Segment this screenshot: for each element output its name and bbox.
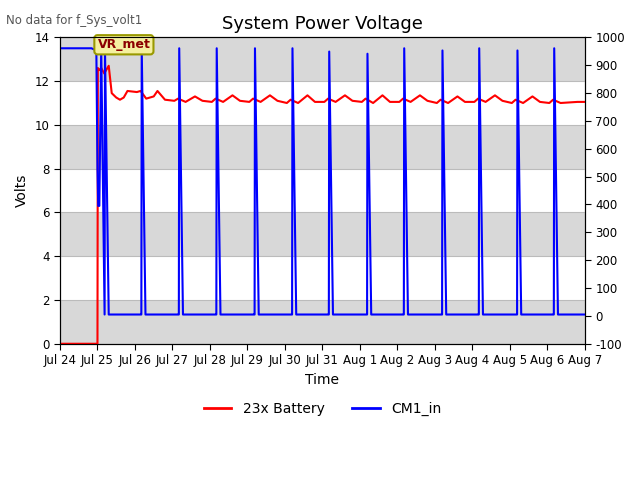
Bar: [60, 81, 585, 125]
Bar: [60, 300, 585, 344]
Bar: [60, 213, 585, 256]
Y-axis label: Volts: Volts: [15, 174, 29, 207]
Bar: [60, 37, 585, 81]
X-axis label: Time: Time: [305, 373, 339, 387]
Bar: [60, 256, 585, 300]
Text: No data for f_Sys_volt1: No data for f_Sys_volt1: [6, 14, 143, 27]
Text: VR_met: VR_met: [97, 38, 150, 51]
Bar: [60, 168, 585, 213]
Title: System Power Voltage: System Power Voltage: [222, 15, 423, 33]
Bar: [60, 125, 585, 168]
Legend: 23x Battery, CM1_in: 23x Battery, CM1_in: [198, 396, 447, 422]
